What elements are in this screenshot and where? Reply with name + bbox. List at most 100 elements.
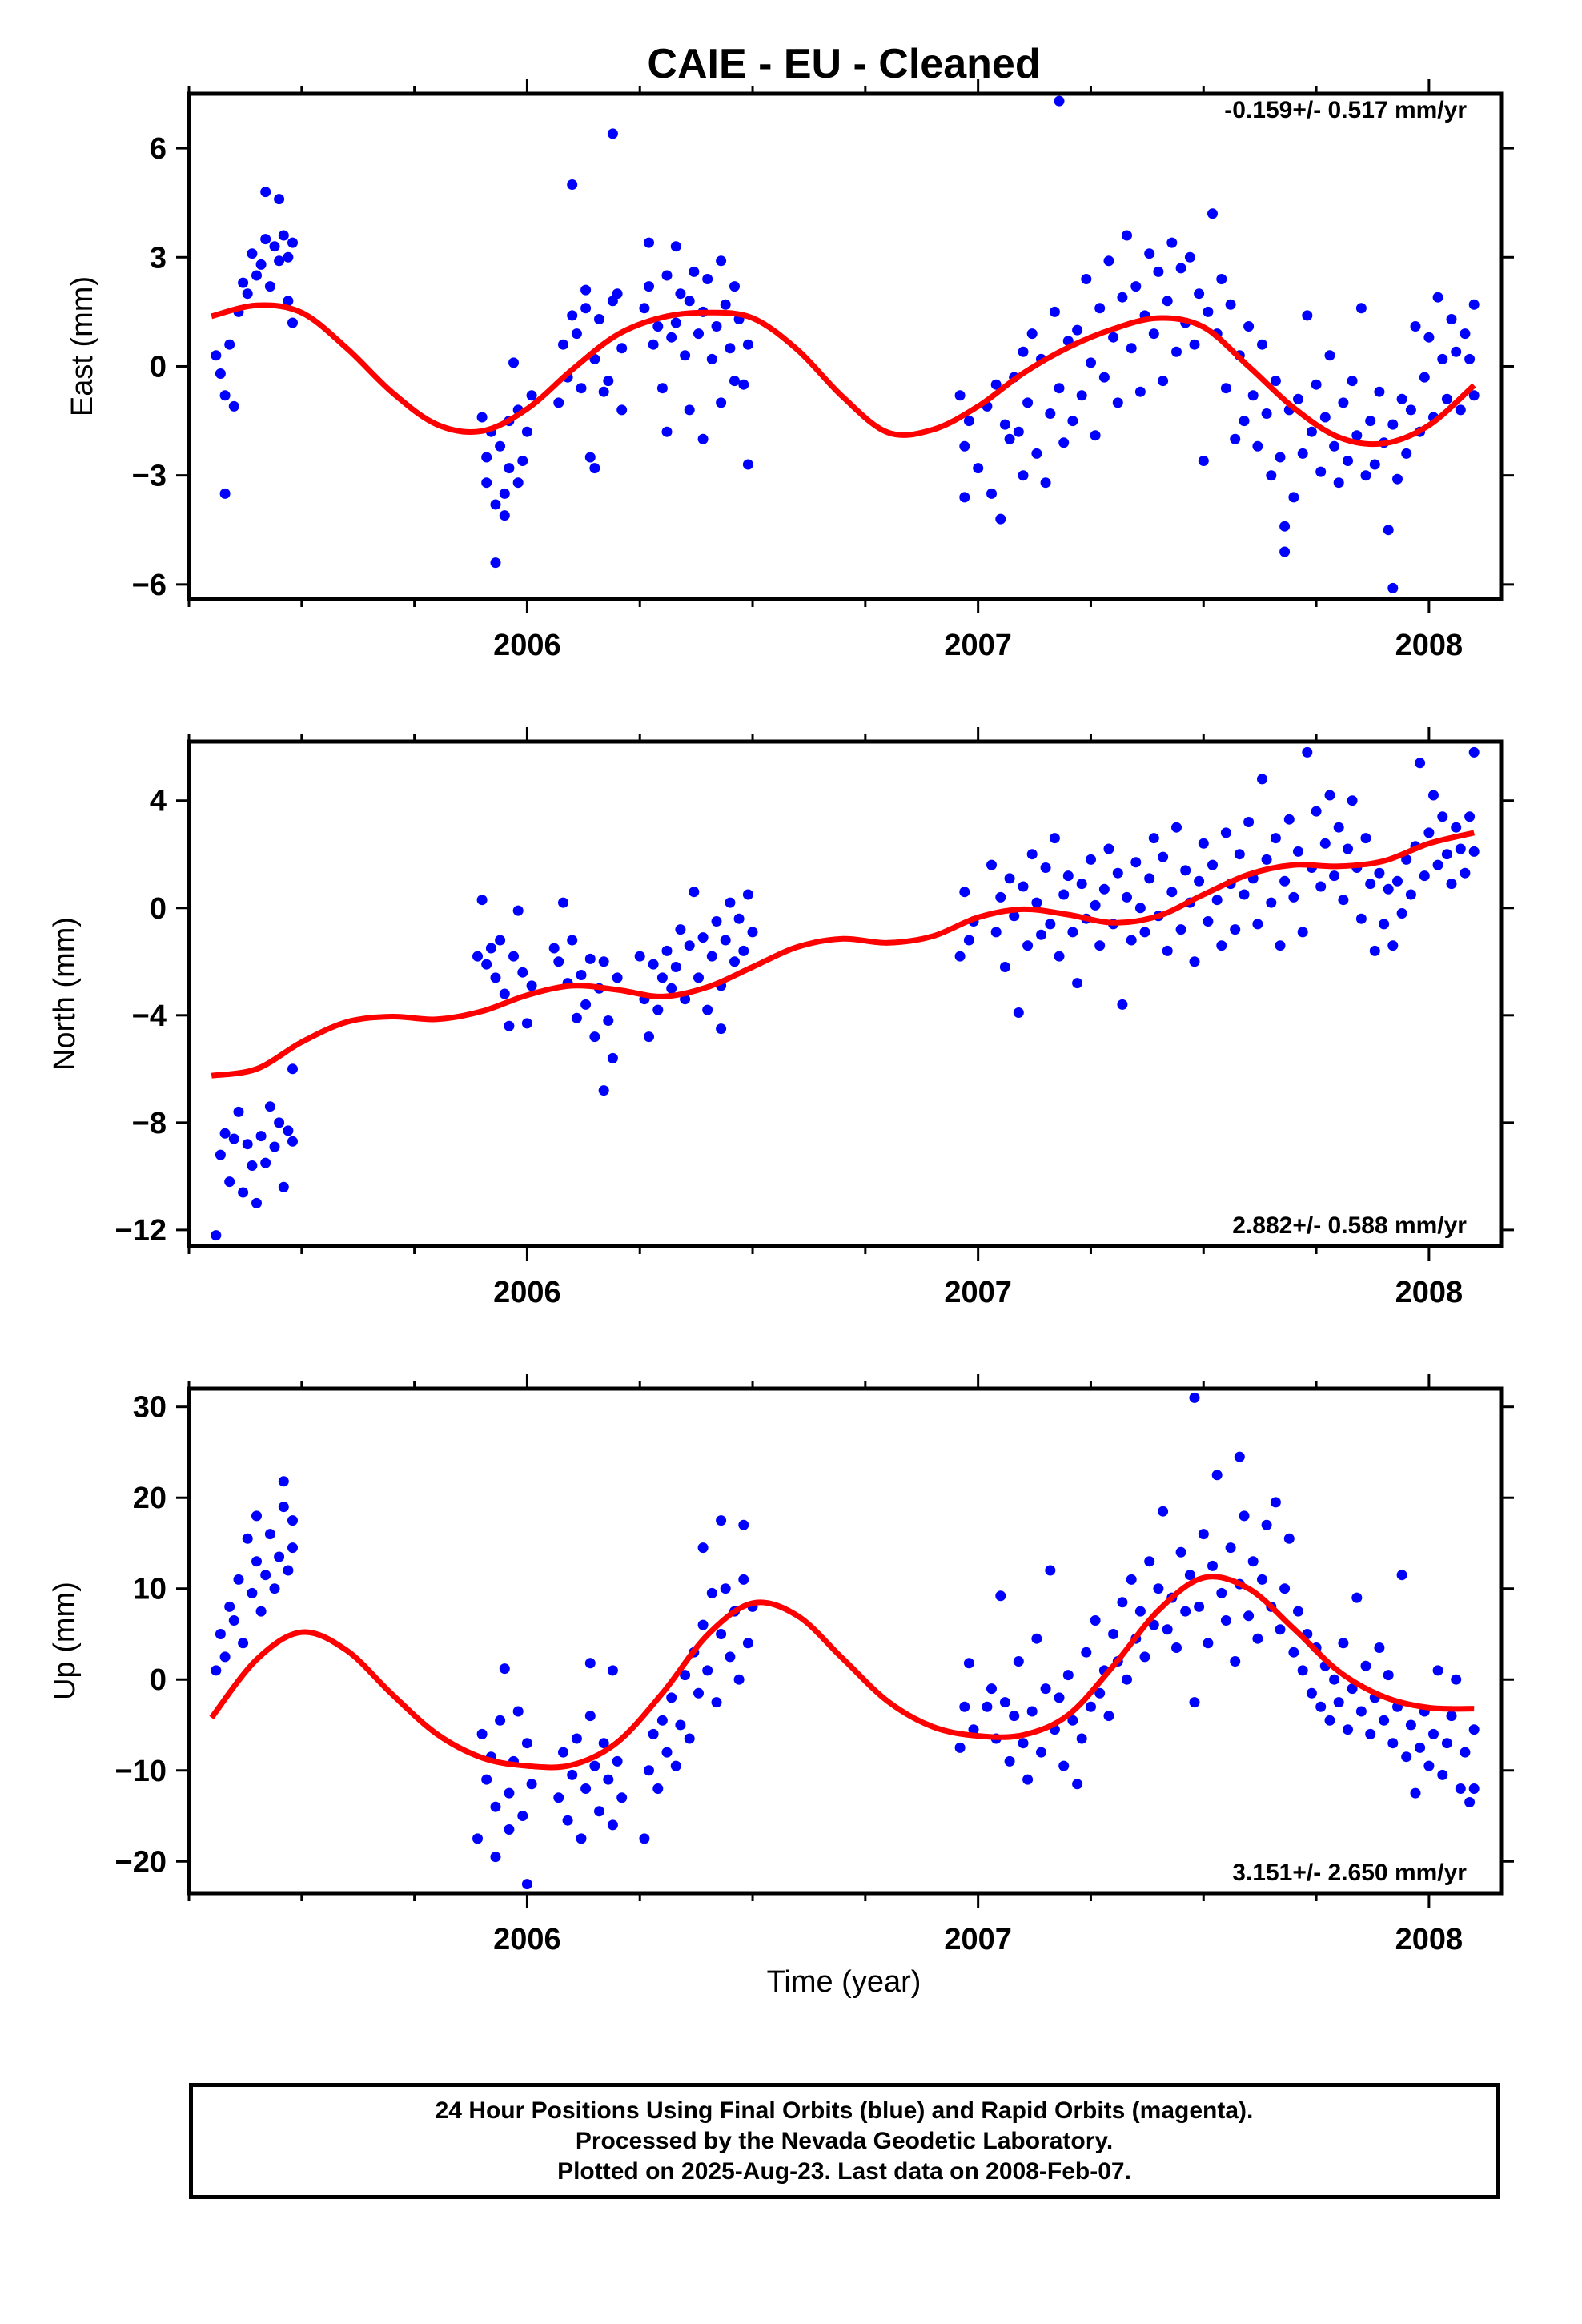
north-data-point — [1311, 806, 1322, 817]
east-data-point — [675, 288, 686, 300]
up-data-point — [1198, 1529, 1209, 1540]
up-y-axis-label: Up (mm) — [48, 1582, 82, 1700]
east-data-point — [1252, 440, 1263, 452]
east-data-point — [1162, 296, 1173, 307]
east-data-point — [1058, 437, 1070, 448]
east-data-point — [680, 350, 691, 361]
north-data-point — [1062, 870, 1074, 882]
panel-up: 2006 2007 2008 30 20 10 0 −10 −20 Up (mm) 3.151+/-… — [48, 1374, 1514, 1956]
up-data-point — [490, 1801, 501, 1812]
north-data-point — [1234, 849, 1245, 860]
north-data-point — [1279, 875, 1291, 887]
east-data-point — [716, 255, 727, 267]
east-data-point — [1081, 274, 1092, 284]
north-data-point — [1112, 867, 1123, 879]
east-data-point — [576, 383, 587, 394]
up-model-curve — [209, 1574, 1475, 1771]
east-data-point — [1189, 339, 1200, 350]
east-data-point — [1387, 419, 1399, 430]
up-data-point — [215, 1629, 226, 1639]
up-data-point — [1252, 1633, 1263, 1644]
up-data-point — [1401, 1751, 1412, 1763]
east-data-point — [589, 463, 600, 474]
east-data-point — [1441, 393, 1452, 404]
east-data-point — [1040, 477, 1051, 489]
east-data-point — [1108, 332, 1119, 343]
up-data-point — [1437, 1769, 1448, 1780]
east-data-point — [584, 452, 596, 463]
east-data-point — [1266, 470, 1277, 481]
up-data-point — [562, 1815, 573, 1826]
east-data-point — [1297, 448, 1308, 459]
up-data-point — [1387, 1738, 1399, 1749]
up-data-point — [666, 1692, 677, 1703]
east-data-point — [224, 339, 235, 350]
north-data-point — [1036, 929, 1046, 940]
up-data-point — [1067, 1715, 1078, 1726]
north-data-point — [1464, 811, 1476, 822]
up-data-point — [1347, 1683, 1358, 1695]
east-data-point — [1225, 299, 1236, 310]
up-data-point — [1365, 1728, 1376, 1739]
up-data-point — [1211, 1470, 1223, 1481]
east-data-point — [490, 499, 501, 510]
north-data-point — [1009, 911, 1020, 922]
north-data-point — [1013, 1007, 1024, 1018]
north-y-tick-label: 4 — [150, 785, 167, 818]
north-data-point — [251, 1197, 262, 1208]
up-data-point — [1338, 1638, 1349, 1649]
east-data-point — [729, 376, 740, 387]
north-data-point — [648, 959, 659, 970]
up-data-point — [584, 1658, 596, 1669]
north-data-point — [1432, 859, 1443, 870]
east-data-point — [1279, 521, 1291, 532]
north-data-point — [986, 859, 997, 870]
up-data-point — [1076, 1733, 1087, 1744]
north-data-point — [481, 959, 492, 970]
north-data-point — [1098, 883, 1110, 895]
up-data-point — [1134, 1606, 1146, 1617]
up-data-point — [1153, 1583, 1164, 1594]
up-data-point — [1270, 1497, 1281, 1508]
north-data-point — [1018, 881, 1029, 892]
north-data-point — [1365, 879, 1376, 890]
north-data-point — [1460, 867, 1471, 879]
east-data-point — [1171, 346, 1182, 357]
up-data-point — [251, 1556, 262, 1567]
north-data-point — [1220, 827, 1231, 838]
north-data-point — [675, 924, 686, 935]
east-data-point — [1460, 328, 1471, 340]
east-data-point — [1239, 416, 1250, 427]
east-y-tick-label: −3 — [132, 460, 167, 493]
north-data-point — [1468, 746, 1480, 758]
up-data-point — [594, 1806, 604, 1817]
up-data-point — [1194, 1601, 1205, 1612]
east-data-point — [999, 419, 1010, 430]
north-model-curve — [211, 830, 1476, 1079]
east-data-point — [228, 400, 239, 412]
north-data-point — [224, 1176, 235, 1188]
east-data-point — [283, 296, 294, 307]
north-data-point — [1144, 873, 1155, 884]
north-data-point — [274, 1117, 285, 1128]
up-data-point — [1460, 1747, 1471, 1758]
up-data-point — [1279, 1583, 1291, 1594]
east-data-point — [553, 397, 564, 408]
north-data-point — [738, 945, 749, 956]
north-data-point — [1451, 822, 1462, 833]
east-data-point — [1122, 230, 1132, 241]
up-data-point — [697, 1619, 709, 1630]
east-data-point — [1306, 426, 1317, 437]
east-data-point — [1184, 251, 1195, 263]
east-data-point — [1423, 332, 1435, 343]
east-data-point — [481, 477, 492, 489]
east-data-point — [1324, 350, 1335, 361]
east-data-point — [1054, 95, 1065, 107]
north-points — [211, 746, 1480, 1241]
north-data-point — [1319, 838, 1331, 849]
east-data-point — [517, 456, 528, 466]
up-data-point — [639, 1833, 650, 1844]
north-data-point — [644, 1031, 654, 1043]
up-data-point — [1108, 1629, 1119, 1639]
up-data-point — [1189, 1392, 1200, 1403]
